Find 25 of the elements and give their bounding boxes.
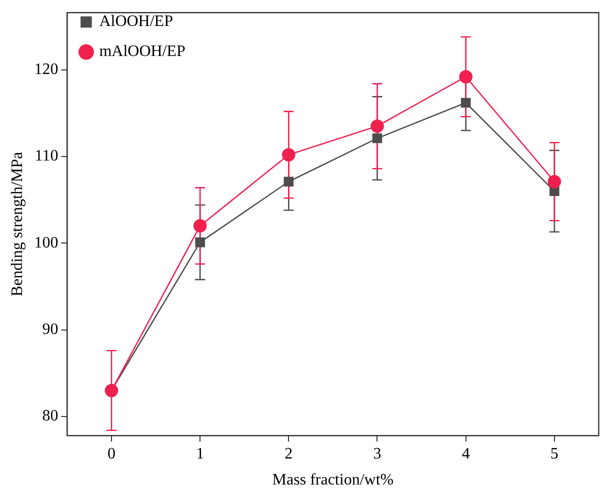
legend-label: mAlOOH/EP bbox=[99, 43, 186, 60]
legend-label: AlOOH/EP bbox=[99, 13, 174, 30]
point bbox=[460, 98, 471, 108]
y-tick-label: 110 bbox=[34, 148, 58, 165]
y-tick-label: 80 bbox=[42, 408, 58, 425]
point bbox=[282, 148, 296, 162]
x-axis-title: Mass fraction/wt% bbox=[272, 472, 394, 489]
x-tick-label: 5 bbox=[550, 445, 558, 462]
point bbox=[372, 133, 382, 144]
point bbox=[193, 219, 207, 232]
point bbox=[550, 186, 560, 196]
point bbox=[370, 120, 384, 133]
x-tick-label: 4 bbox=[462, 445, 470, 462]
y-tick-label: 100 bbox=[34, 234, 58, 252]
y-tick-label: 120 bbox=[34, 61, 58, 78]
x-tick-label: 2 bbox=[284, 445, 293, 462]
x-tick-label: 3 bbox=[373, 445, 382, 462]
y-tick-label: 90 bbox=[42, 321, 58, 338]
y-axis-title: Bending strength/MPa bbox=[8, 152, 26, 296]
point bbox=[284, 176, 294, 187]
point bbox=[195, 237, 205, 248]
x-tick-label: 1 bbox=[196, 445, 204, 462]
point bbox=[459, 70, 472, 84]
x-tick-label: 0 bbox=[107, 445, 116, 462]
point bbox=[548, 174, 562, 188]
